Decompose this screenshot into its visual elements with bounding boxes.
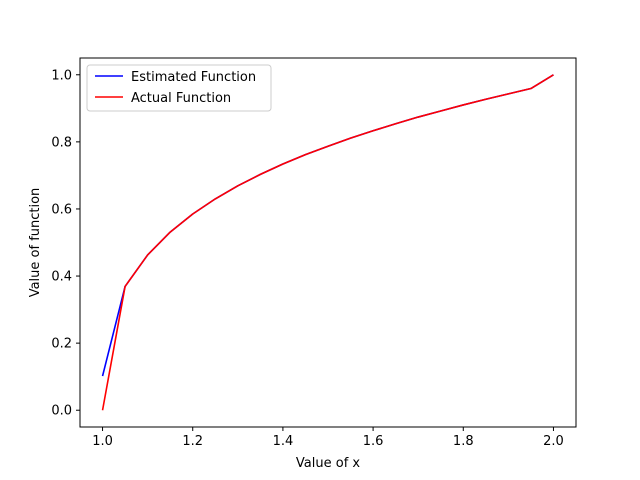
x-tick-label: 1.8	[453, 434, 474, 449]
series-line-actual	[101, 74, 554, 411]
x-axis-ticks: 1.0 1.2 1.4 1.6 1.8 2.0	[92, 427, 564, 449]
x-tick-label: 1.6	[363, 434, 384, 449]
x-tick-label: 1.0	[92, 434, 113, 449]
y-axis-ticks: 0.0 0.2 0.4 0.6 0.8 1.0	[51, 68, 80, 419]
series-layer	[101, 74, 554, 411]
x-tick-label: 1.2	[182, 434, 203, 449]
y-tick-label: 0.6	[51, 202, 72, 217]
y-axis-label: Value of function	[28, 188, 43, 298]
x-tick-label: 1.4	[273, 434, 294, 449]
legend-label-estimated: Estimated Function	[131, 70, 256, 85]
legend: Estimated Function Actual Function	[86, 64, 272, 112]
y-tick-label: 1.0	[51, 68, 72, 83]
x-axis-label: Value of x	[296, 456, 360, 471]
y-tick-label: 0.4	[51, 270, 72, 285]
y-tick-label: 0.2	[51, 337, 72, 352]
y-tick-label: 0.8	[51, 135, 72, 150]
series-line-estimated	[101, 74, 554, 377]
plot-frame	[79, 57, 577, 428]
x-tick-label: 2.0	[543, 434, 564, 449]
y-tick-label: 0.0	[51, 404, 72, 419]
legend-label-actual: Actual Function	[131, 91, 231, 106]
legend-box	[86, 64, 272, 112]
